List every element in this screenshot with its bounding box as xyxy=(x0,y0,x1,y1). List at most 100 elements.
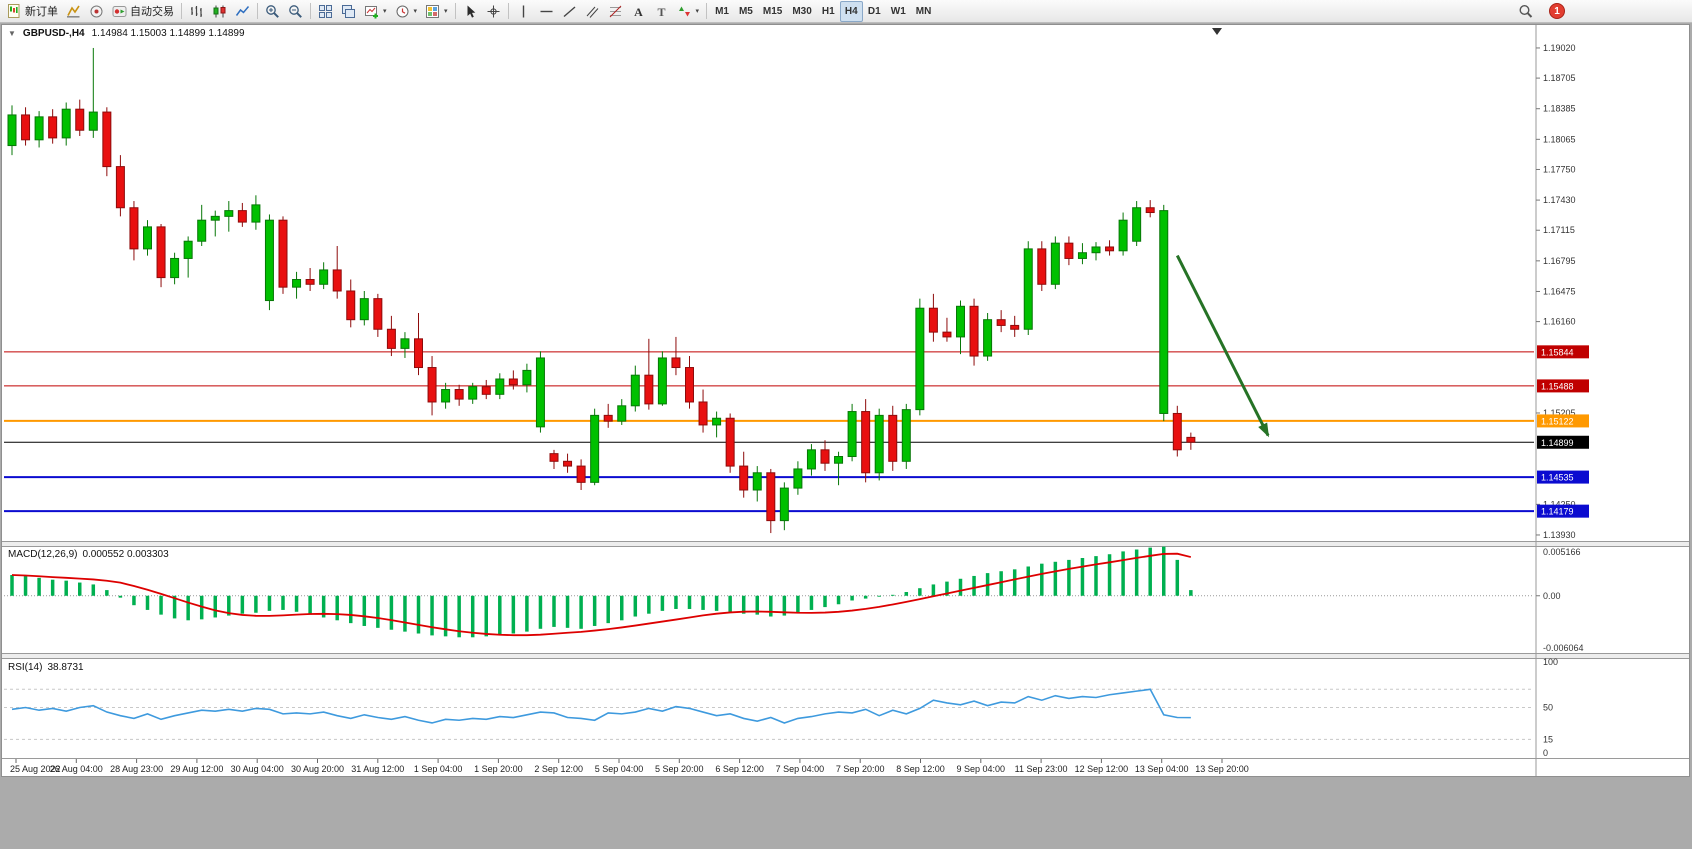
candle-body xyxy=(725,417,735,467)
macd-axis-label: -0.006064 xyxy=(1543,643,1584,653)
candle-body xyxy=(75,108,85,131)
price-level-badge xyxy=(1537,470,1589,484)
candle-body xyxy=(861,411,871,474)
templates-button[interactable]: ▾ xyxy=(421,1,452,22)
line-chart-button[interactable] xyxy=(231,1,254,22)
price-level-badge-text: 1.14899 xyxy=(1541,438,1574,448)
timeframe-button-M5[interactable]: M5 xyxy=(738,5,753,17)
horizontal-line-button[interactable] xyxy=(535,1,558,22)
candle-body xyxy=(170,257,180,279)
candle-body xyxy=(1132,207,1142,242)
candle-body xyxy=(847,411,857,458)
candle-body xyxy=(1145,207,1155,214)
vertical-line-icon xyxy=(516,4,531,19)
zoom-in-button[interactable] xyxy=(261,1,284,22)
date-axis-label: 13 Sep 04:00 xyxy=(1135,764,1189,774)
candle-body xyxy=(630,374,640,407)
price-level-badge xyxy=(1537,414,1589,428)
candle-body xyxy=(319,269,329,285)
timeframe-button-MN[interactable]: MN xyxy=(915,5,932,17)
bar-chart-button[interactable] xyxy=(185,1,208,22)
zoom-out-button[interactable] xyxy=(284,1,307,22)
date-axis-label: 6 Sep 12:00 xyxy=(715,764,764,774)
date-axis-label: 13 Sep 20:00 xyxy=(1195,764,1249,774)
crosshair-button[interactable] xyxy=(482,1,505,22)
chart-shift-marker[interactable] xyxy=(1212,28,1222,35)
candle-body xyxy=(698,401,708,426)
label-icon: T xyxy=(654,4,669,19)
candlestick-chart-button[interactable] xyxy=(208,1,231,22)
pane-splitter[interactable] xyxy=(2,542,1689,546)
candle-body xyxy=(48,116,58,139)
one-click-trading-toggle[interactable]: ▼ xyxy=(8,29,16,38)
price-level-badge-text: 1.14179 xyxy=(1541,507,1574,517)
candle-body xyxy=(21,114,31,141)
candle-body xyxy=(237,210,247,223)
timeframe-button-H4[interactable]: H4 xyxy=(839,0,863,22)
timeframe-button-M30[interactable]: M30 xyxy=(792,5,812,17)
candle-body xyxy=(305,279,315,285)
trendline-icon xyxy=(562,4,577,19)
chart-canvas[interactable]: 1.19020 1.18705 1.18385 1.18065 1.17750 1.174… xyxy=(2,25,1689,776)
timeframe-button-M1[interactable]: M1 xyxy=(715,5,729,17)
candle-body xyxy=(88,111,98,131)
svg-text:A: A xyxy=(634,5,643,19)
candle-body xyxy=(264,219,274,302)
timeframe-button-M15[interactable]: M15 xyxy=(762,5,783,17)
candle-body xyxy=(332,269,342,292)
timeframe-button-W1[interactable]: W1 xyxy=(890,5,906,17)
candle-body xyxy=(522,369,532,386)
candle-body xyxy=(549,453,559,462)
label-button[interactable]: T xyxy=(650,1,673,22)
candle-body xyxy=(793,468,803,489)
cascade-windows-icon xyxy=(341,4,356,19)
price-level-badge-text: 1.15844 xyxy=(1541,347,1574,357)
candle-body xyxy=(508,378,518,386)
timeframe-button-H1[interactable]: H1 xyxy=(821,5,835,17)
toolbar-separator xyxy=(706,3,708,19)
tile-windows-button[interactable] xyxy=(314,1,337,22)
candle-body xyxy=(414,338,423,369)
candle-body xyxy=(1105,246,1115,252)
trendline-button[interactable] xyxy=(558,1,581,22)
line-chart-icon xyxy=(235,4,250,19)
candle-body xyxy=(915,307,925,411)
fibonacci-button[interactable] xyxy=(604,1,627,22)
candle-body xyxy=(1064,242,1074,259)
candle-body xyxy=(61,108,71,139)
trend-arrow-annotation[interactable] xyxy=(1175,254,1270,438)
navigator-button[interactable] xyxy=(85,1,108,22)
pane-splitter[interactable] xyxy=(2,654,1689,658)
auto-trading-button[interactable]: 自动交易 xyxy=(108,1,178,22)
cascade-windows-button[interactable] xyxy=(337,1,360,22)
candle-body xyxy=(1186,436,1196,443)
new-order-button[interactable]: 新订单 xyxy=(3,1,62,22)
text-button[interactable]: A xyxy=(627,1,650,22)
date-axis-label: 29 Aug 12:00 xyxy=(170,764,223,774)
date-axis-label: 5 Sep 04:00 xyxy=(595,764,644,774)
candle-body xyxy=(292,279,302,288)
new-chart-button[interactable]: ▾ xyxy=(360,1,391,22)
candle-body xyxy=(874,414,884,474)
candle-body xyxy=(143,226,152,250)
search-button[interactable] xyxy=(1514,1,1537,22)
timeframe-button-D1[interactable]: D1 xyxy=(867,5,881,17)
new-chart-icon xyxy=(364,4,379,19)
date-axis-label: 7 Sep 20:00 xyxy=(836,764,885,774)
notification-badge[interactable]: 1 xyxy=(1549,3,1565,19)
arrows-button[interactable]: ▾ xyxy=(673,1,704,22)
search-icon xyxy=(1518,4,1533,19)
candle-body xyxy=(603,414,613,422)
market-watch-icon xyxy=(66,4,81,19)
date-axis-label: 30 Aug 04:00 xyxy=(231,764,284,774)
cursor-button[interactable] xyxy=(459,1,482,22)
candle-body xyxy=(671,357,681,369)
candle-body xyxy=(983,319,993,357)
profiles-button[interactable]: ▾ xyxy=(391,1,422,22)
channel-button[interactable] xyxy=(581,1,604,22)
candle-body xyxy=(183,240,193,259)
market-watch-button[interactable] xyxy=(62,1,85,22)
candle-body xyxy=(712,417,722,426)
candle-body xyxy=(1077,252,1087,259)
vertical-line-button[interactable] xyxy=(512,1,535,22)
